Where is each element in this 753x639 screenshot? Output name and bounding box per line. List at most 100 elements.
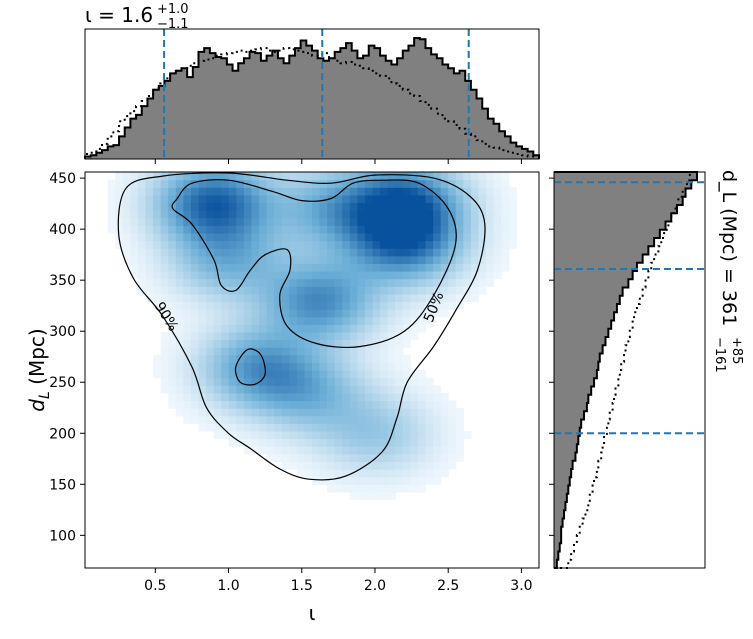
heatmap-cell: [243, 392, 253, 402]
heatmap-cell: [145, 248, 154, 257]
heatmap-cell: [455, 248, 464, 257]
heatmap-cell: [259, 446, 268, 455]
heatmap-cell: [342, 263, 351, 272]
heatmap-cell: [312, 415, 321, 424]
heatmap-cell: [470, 286, 480, 295]
heatmap-cell: [266, 438, 275, 447]
heatmap-cell: [259, 430, 268, 440]
heatmap-cell: [274, 309, 283, 318]
heatmap-cell: [327, 392, 336, 402]
heatmap-cell: [190, 362, 200, 371]
heatmap-cell: [312, 446, 321, 455]
heatmap-cell: [160, 255, 169, 264]
heatmap-cell: [395, 453, 404, 462]
heatmap-cell: [281, 385, 290, 394]
heatmap-cell: [153, 293, 162, 303]
heatmap-cell: [183, 408, 192, 417]
heatmap-cell: [259, 415, 268, 424]
heatmap-cell: [251, 354, 260, 363]
heatmap-cell: [236, 225, 245, 234]
heatmap-cell: [470, 217, 480, 226]
heatmap-cell: [198, 316, 207, 325]
heatmap-cell: [448, 248, 457, 257]
heatmap-cell: [206, 217, 215, 226]
heatmap-cell: [402, 309, 411, 318]
heatmap-cell: [289, 461, 298, 470]
heatmap-cell: [349, 194, 358, 204]
heatmap-cell: [168, 354, 177, 363]
heatmap-cell: [402, 324, 411, 333]
heatmap-cell: [327, 217, 336, 226]
heatmap-cell: [508, 232, 517, 242]
heatmap-cell: [478, 240, 487, 249]
heatmap-cell: [137, 217, 147, 226]
heatmap-cell: [380, 461, 389, 470]
heatmap-cell: [334, 172, 343, 181]
heatmap-cell: [364, 446, 374, 455]
heatmap-cell: [395, 316, 404, 325]
heatmap-cell: [312, 309, 321, 318]
heatmap-cell: [319, 354, 328, 363]
heatmap-cell: [387, 453, 396, 462]
heatmap-cell: [395, 172, 404, 181]
heatmap-cell: [137, 232, 147, 242]
heatmap-cell: [440, 286, 449, 295]
heatmap-cell: [372, 271, 381, 280]
heatmap-cell: [122, 210, 131, 219]
heatmap-cell: [274, 446, 283, 455]
heatmap-cell: [198, 179, 207, 188]
heatmap-cell: [198, 293, 207, 303]
heatmap-cell: [153, 278, 162, 287]
heatmap-cell: [312, 187, 321, 196]
heatmap-cell: [448, 301, 457, 310]
heatmap-cell: [380, 179, 389, 188]
heatmap-cell: [486, 248, 495, 257]
heatmap-cell: [312, 377, 321, 386]
heatmap-cell: [387, 324, 396, 333]
heatmap-cell: [228, 240, 237, 249]
heatmap-cell: [455, 271, 464, 280]
heatmap-cell: [243, 301, 253, 310]
heatmap-cell: [327, 293, 336, 303]
heatmap-cell: [410, 225, 419, 234]
heatmap-cell: [357, 461, 366, 470]
heatmap-cell: [380, 187, 389, 196]
heatmap-cell: [228, 347, 237, 356]
heatmap-cell: [425, 316, 434, 325]
heatmap-cell: [425, 385, 434, 394]
heatmap-cell: [145, 286, 154, 295]
heatmap-cell: [334, 484, 343, 493]
heatmap-cell: [304, 400, 313, 409]
heatmap-cell: [281, 446, 290, 455]
heatmap-cell: [312, 438, 321, 447]
heatmap-cell: [160, 202, 169, 211]
heatmap-cell: [327, 172, 336, 181]
heatmap-cell: [281, 240, 290, 249]
heatmap-cell: [213, 362, 222, 371]
heatmap-cell: [455, 415, 464, 424]
heatmap-cell: [251, 293, 260, 303]
heatmap-cell: [380, 484, 389, 493]
heatmap-cell: [501, 217, 510, 226]
heatmap-cell: [433, 271, 442, 280]
heatmap-cell: [168, 339, 177, 348]
heatmap-cell: [402, 232, 411, 242]
heatmap-cell: [357, 400, 366, 409]
heatmap-cell: [304, 194, 313, 204]
heatmap-cell: [478, 187, 487, 196]
heatmap-cell: [364, 461, 374, 470]
heatmap-cell: [334, 255, 343, 264]
heatmap-cell: [213, 172, 222, 181]
heatmap-cell: [402, 240, 411, 249]
heatmap-cell: [349, 423, 358, 432]
heatmap-cell: [198, 187, 207, 196]
heatmap-cell: [334, 210, 343, 219]
heatmap-cell: [395, 293, 404, 303]
heatmap-cell: [274, 385, 283, 394]
heatmap-cell: [168, 324, 177, 333]
heatmap-cell: [327, 225, 336, 234]
heatmap-cell: [274, 248, 283, 257]
heatmap-cell: [168, 225, 177, 234]
heatmap-cell: [417, 179, 427, 188]
heatmap-cell: [380, 232, 389, 242]
